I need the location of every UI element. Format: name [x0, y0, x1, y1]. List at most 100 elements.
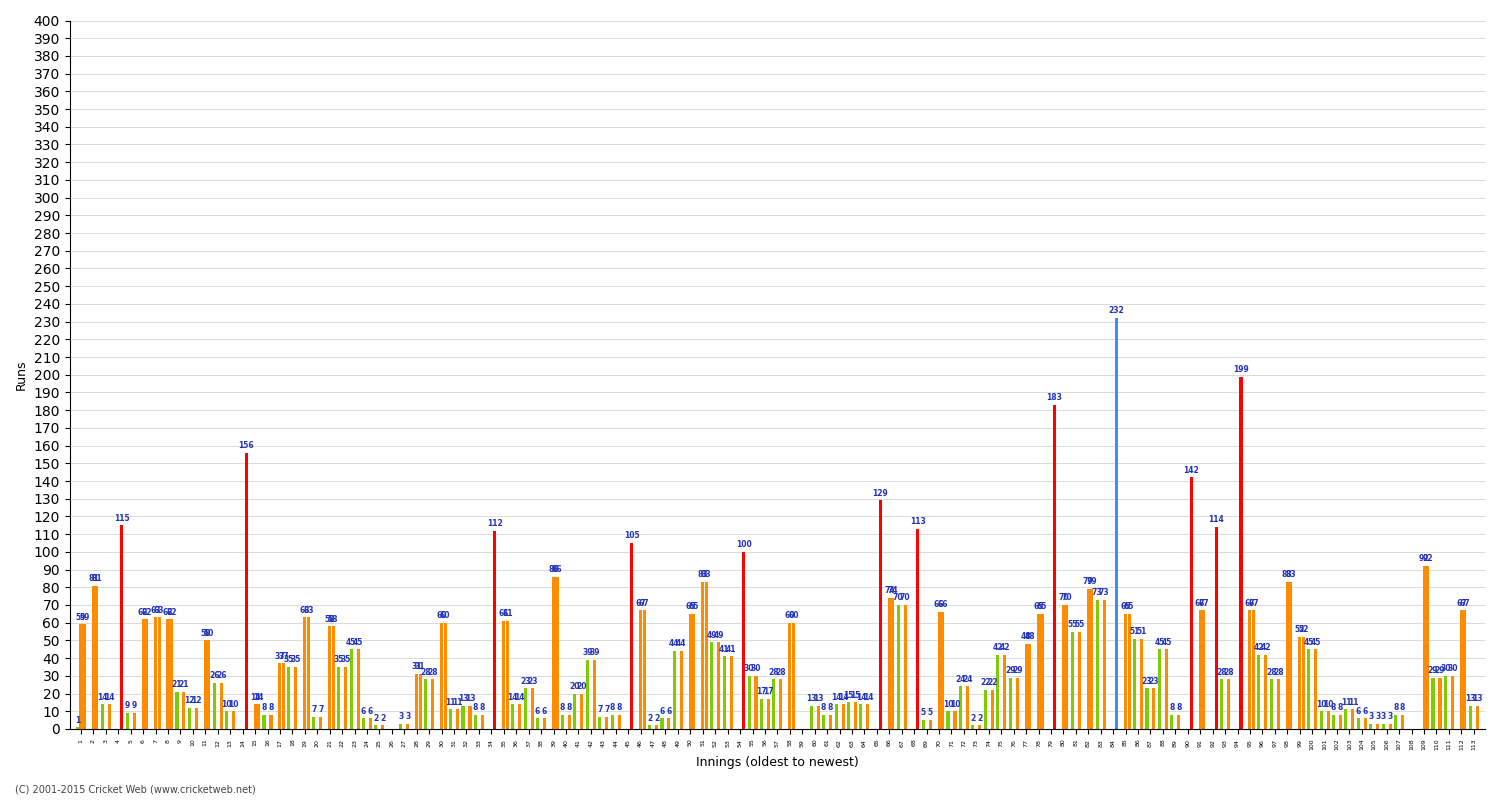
Bar — [879, 501, 882, 729]
Text: 2: 2 — [654, 714, 658, 722]
Bar — [518, 704, 520, 729]
Bar — [1276, 679, 1280, 729]
Text: 24: 24 — [962, 675, 972, 684]
Text: 7: 7 — [604, 705, 609, 714]
Bar — [369, 718, 372, 729]
Text: 79: 79 — [1083, 578, 1094, 586]
Bar — [618, 715, 621, 729]
Text: 62: 62 — [164, 607, 174, 617]
Bar — [1426, 566, 1430, 729]
Bar — [940, 612, 944, 729]
Text: 14: 14 — [839, 693, 849, 702]
Text: 44: 44 — [676, 639, 687, 648]
Text: 83: 83 — [700, 570, 711, 579]
Bar — [1306, 650, 1310, 729]
Bar — [357, 650, 360, 729]
Bar — [120, 526, 123, 729]
Text: 20: 20 — [570, 682, 580, 691]
Text: 14: 14 — [104, 693, 114, 702]
Bar — [176, 692, 178, 729]
Text: 13: 13 — [458, 694, 468, 703]
Text: 45: 45 — [1161, 638, 1172, 646]
Bar — [717, 642, 720, 729]
Bar — [1358, 718, 1360, 729]
Text: 28: 28 — [1274, 668, 1284, 677]
Text: 14: 14 — [507, 693, 518, 702]
Text: 62: 62 — [166, 607, 177, 617]
Bar — [847, 702, 850, 729]
Text: 12: 12 — [190, 696, 201, 705]
Text: 83: 83 — [1282, 570, 1293, 579]
Text: 42: 42 — [1254, 643, 1264, 652]
Text: 29: 29 — [1013, 666, 1023, 675]
Bar — [440, 622, 442, 729]
Bar — [984, 690, 987, 729]
Bar — [772, 679, 776, 729]
Bar — [419, 674, 422, 729]
Text: 67: 67 — [639, 598, 650, 608]
Text: 9: 9 — [124, 702, 130, 710]
Bar — [1286, 582, 1288, 729]
Text: 86: 86 — [552, 565, 562, 574]
Text: 8: 8 — [609, 703, 615, 712]
Text: 100: 100 — [735, 540, 752, 549]
Text: 7: 7 — [318, 705, 324, 714]
Bar — [416, 674, 419, 729]
Text: 8: 8 — [1338, 703, 1342, 712]
Bar — [992, 690, 994, 729]
Text: 10: 10 — [222, 700, 232, 709]
Text: 7: 7 — [597, 705, 603, 714]
Text: 13: 13 — [1466, 694, 1476, 703]
Text: 52: 52 — [1294, 626, 1305, 634]
Bar — [524, 688, 526, 729]
Bar — [1377, 724, 1380, 729]
Text: 2: 2 — [646, 714, 652, 722]
Bar — [1468, 706, 1472, 729]
Bar — [688, 614, 692, 729]
Text: 83: 83 — [698, 570, 708, 579]
Bar — [424, 679, 427, 729]
Text: 14: 14 — [251, 693, 261, 702]
Text: 39: 39 — [590, 648, 600, 658]
Bar — [154, 618, 158, 729]
Bar — [656, 726, 658, 729]
Text: 70: 70 — [900, 594, 910, 602]
Bar — [1382, 724, 1384, 729]
Bar — [1438, 678, 1442, 729]
Bar — [456, 710, 459, 729]
Bar — [1370, 724, 1372, 729]
Text: 17: 17 — [756, 687, 766, 696]
Text: 61: 61 — [498, 610, 508, 618]
Bar — [1088, 589, 1090, 729]
Bar — [834, 704, 837, 729]
Bar — [294, 667, 297, 729]
Bar — [552, 577, 555, 729]
Text: 23: 23 — [526, 677, 537, 686]
Text: 3: 3 — [405, 712, 411, 721]
Bar — [760, 699, 764, 729]
Text: 60: 60 — [788, 611, 798, 620]
Bar — [256, 704, 259, 729]
Text: 42: 42 — [1260, 643, 1270, 652]
Text: 29: 29 — [1434, 666, 1444, 675]
Bar — [592, 660, 596, 729]
Bar — [1264, 654, 1268, 729]
Text: 14: 14 — [514, 693, 525, 702]
Bar — [1332, 715, 1335, 729]
Text: 37: 37 — [278, 652, 288, 661]
Text: 60: 60 — [784, 611, 795, 620]
Text: 55: 55 — [1074, 620, 1084, 629]
Text: 52: 52 — [1298, 626, 1308, 634]
Bar — [1124, 614, 1126, 729]
Bar — [213, 683, 216, 729]
Bar — [660, 718, 663, 729]
Text: 49: 49 — [714, 630, 724, 639]
Bar — [1202, 610, 1204, 729]
Bar — [555, 577, 558, 729]
Text: 30: 30 — [1440, 664, 1450, 673]
Bar — [754, 676, 758, 729]
Text: 70: 70 — [892, 594, 903, 602]
X-axis label: Innings (oldest to newest): Innings (oldest to newest) — [696, 756, 859, 769]
Text: 30: 30 — [750, 664, 760, 673]
Text: 11: 11 — [446, 698, 456, 707]
